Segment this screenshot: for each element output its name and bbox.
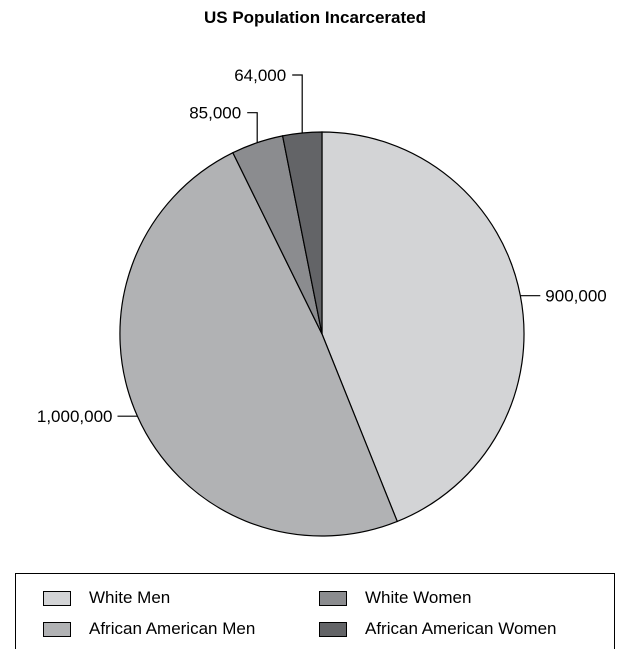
legend: White Men White Women African American M… <box>15 573 615 649</box>
legend-label: White Women <box>365 588 472 607</box>
leader-line-african-american-women <box>292 74 303 133</box>
legend-item-african-american-women: African American Women <box>319 617 556 641</box>
legend-swatch <box>319 590 347 606</box>
legend-swatch <box>43 590 71 606</box>
pie-value-labels: 900,000 1,000,000 85,000 64,000 <box>37 66 607 426</box>
value-label-white-women: 85,000 <box>189 104 241 123</box>
legend-swatch <box>319 621 347 637</box>
leader-line-white-women <box>247 112 258 143</box>
pie-slices <box>119 131 525 537</box>
pie-chart: 900,000 1,000,000 85,000 64,000 <box>37 66 607 537</box>
value-label-african-american-men: 1,000,000 <box>37 407 113 426</box>
chart-title: US Population Incarcerated <box>204 8 426 27</box>
legend-label: African American Men <box>89 619 256 638</box>
legend-item-white-women: White Women <box>319 586 471 610</box>
legend-item-african-american-men: African American Men <box>43 617 255 641</box>
value-label-african-american-women: 64,000 <box>234 66 286 85</box>
legend-item-white-men: White Men <box>43 586 170 610</box>
legend-label: White Men <box>89 588 171 607</box>
legend-swatch <box>43 621 71 637</box>
value-label-white-men: 900,000 <box>545 287 606 306</box>
legend-label: African American Women <box>365 619 557 638</box>
pie-slice-african-american-men <box>119 151 399 537</box>
